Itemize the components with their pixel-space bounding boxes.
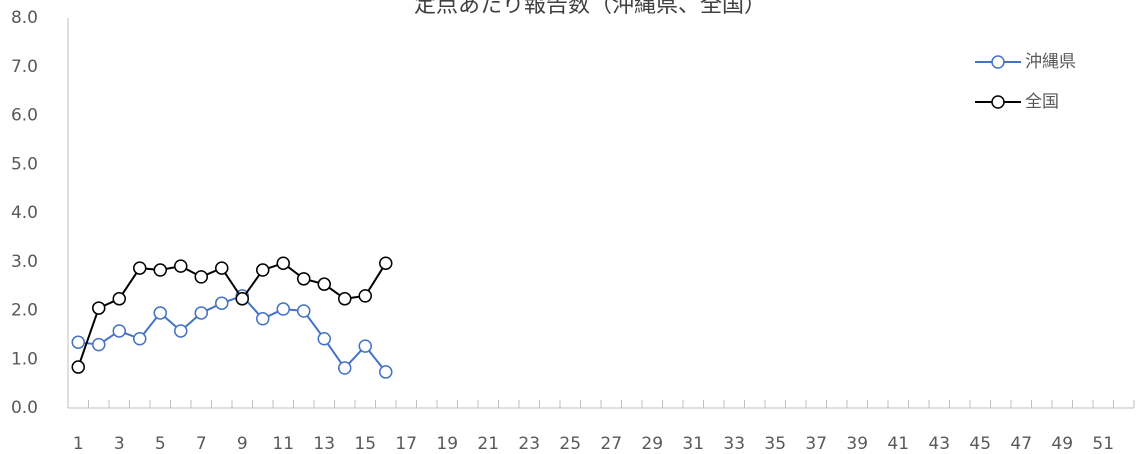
x-tick-label: 49 bbox=[1051, 434, 1073, 450]
point bbox=[174, 324, 188, 338]
x-tick-label: 45 bbox=[969, 434, 991, 450]
y-tick-label: 0.0 bbox=[11, 398, 38, 418]
x-tick-label: 31 bbox=[682, 434, 704, 450]
x-tick-label: 7 bbox=[196, 434, 207, 450]
x-tick-label: 29 bbox=[641, 434, 663, 450]
series-line bbox=[77, 262, 387, 368]
point bbox=[92, 337, 106, 352]
x-tick-label: 17 bbox=[395, 434, 417, 450]
point bbox=[358, 339, 372, 353]
point bbox=[317, 277, 331, 291]
point bbox=[256, 312, 270, 326]
point bbox=[235, 292, 249, 306]
x-tick-label: 37 bbox=[805, 434, 827, 450]
legend-label: 全国 bbox=[1025, 92, 1059, 112]
x-tick-label: 5 bbox=[155, 434, 166, 450]
y-tick-label: 2.0 bbox=[11, 301, 38, 321]
point bbox=[297, 304, 311, 318]
x-tick-label: 23 bbox=[518, 434, 540, 450]
y-tick-label: 7.0 bbox=[11, 57, 38, 77]
y-tick-label: 3.0 bbox=[11, 252, 38, 272]
x-tick-label: 21 bbox=[477, 434, 499, 450]
point bbox=[194, 270, 208, 284]
x-tick-label: 3 bbox=[114, 434, 125, 450]
legend-label: 沖縄県 bbox=[1025, 52, 1076, 72]
y-tick-label: 1.0 bbox=[11, 349, 38, 369]
legend-marker bbox=[991, 55, 1005, 69]
x-tick-label: 25 bbox=[559, 434, 581, 450]
point bbox=[317, 332, 331, 346]
x-tick-label: 1 bbox=[73, 434, 84, 450]
x-tick-label: 41 bbox=[887, 434, 909, 450]
point bbox=[256, 263, 270, 277]
y-tick-label: 8.0 bbox=[11, 8, 38, 28]
y-tick-label: 4.0 bbox=[11, 203, 38, 223]
point bbox=[297, 272, 311, 286]
series-line bbox=[78, 294, 387, 373]
point bbox=[112, 324, 126, 338]
point bbox=[112, 292, 126, 306]
x-tick-label: 47 bbox=[1010, 434, 1032, 450]
x-tick-label: 35 bbox=[764, 434, 786, 450]
point bbox=[133, 332, 147, 346]
point bbox=[276, 302, 290, 316]
point bbox=[194, 306, 208, 320]
x-tick-label: 27 bbox=[600, 434, 622, 450]
point bbox=[174, 259, 188, 273]
y-tick-label: 6.0 bbox=[11, 106, 38, 126]
x-tick-label: 19 bbox=[436, 434, 458, 450]
point bbox=[379, 365, 393, 379]
point bbox=[215, 261, 229, 275]
point bbox=[92, 301, 106, 315]
x-tick-label: 11 bbox=[272, 434, 294, 450]
x-tick-label: 43 bbox=[928, 434, 950, 450]
y-tick-label: 5.0 bbox=[11, 154, 38, 174]
x-tick-label: 51 bbox=[1092, 434, 1114, 450]
point bbox=[379, 256, 393, 270]
x-tick-label: 9 bbox=[237, 434, 248, 450]
x-tick-label: 15 bbox=[354, 434, 376, 450]
point bbox=[338, 361, 352, 375]
chart-title: 定点あたり報告数（沖縄県、全国） bbox=[414, 0, 766, 18]
point bbox=[276, 256, 290, 270]
point bbox=[338, 292, 352, 306]
point bbox=[71, 335, 85, 349]
point bbox=[215, 296, 229, 310]
point bbox=[358, 289, 372, 303]
point bbox=[153, 306, 167, 320]
point bbox=[71, 360, 85, 374]
x-tick-label: 33 bbox=[723, 434, 745, 450]
x-tick-label: 13 bbox=[313, 434, 335, 450]
point bbox=[133, 261, 147, 275]
x-tick-label: 39 bbox=[846, 434, 868, 450]
legend-marker bbox=[991, 95, 1005, 109]
point bbox=[153, 263, 167, 277]
